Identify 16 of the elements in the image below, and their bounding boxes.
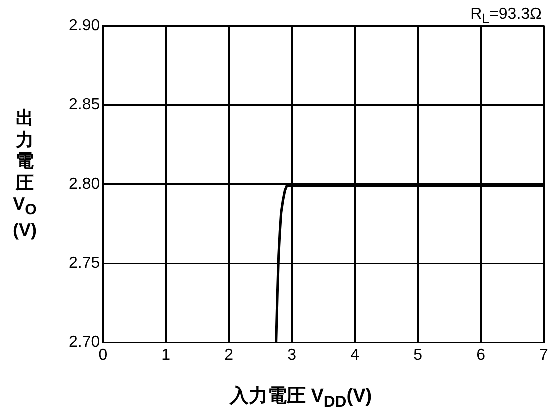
x-tick-label: 7 — [540, 346, 549, 364]
x-tick-label: 0 — [98, 346, 108, 364]
y-tick-label: 2.80 — [69, 176, 100, 193]
x-tick-label: 1 — [162, 346, 171, 364]
x-tick-label: 6 — [476, 346, 486, 364]
y-tick-label: 2.75 — [69, 255, 100, 272]
y-tick-label: 2.85 — [69, 96, 100, 114]
y-axis-title: 出力電圧 V$_{O}$(V) — [12, 108, 38, 242]
x-tick-label: 2 — [224, 346, 234, 364]
y-tick-label: 2.70 — [69, 334, 100, 352]
annotation: R$_{L}$=93.3Ω — [470, 6, 542, 26]
x-tick-label: 4 — [350, 346, 360, 364]
y-tick-label: 2.90 — [69, 17, 100, 34]
x-tick-label: 3 — [288, 346, 297, 364]
x-tick-label: 5 — [414, 346, 423, 364]
x-axis-title: 入力電圧 V$_{DD}$(V) — [228, 384, 374, 412]
